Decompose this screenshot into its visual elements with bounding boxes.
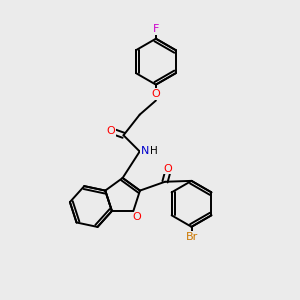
Text: O: O: [107, 126, 116, 136]
Text: N: N: [141, 146, 149, 157]
Text: O: O: [132, 212, 141, 223]
Text: O: O: [152, 89, 160, 99]
Text: Br: Br: [185, 232, 198, 242]
Text: H: H: [150, 146, 158, 157]
Text: O: O: [164, 164, 172, 173]
Text: F: F: [153, 24, 159, 34]
